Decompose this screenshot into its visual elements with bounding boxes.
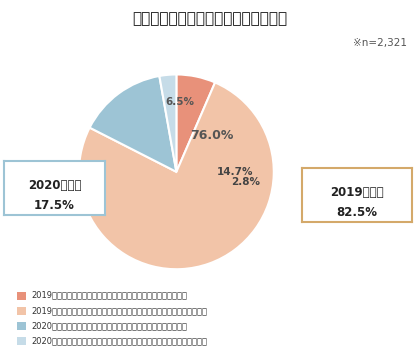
Text: 82.5%: 82.5% [336,206,378,219]
Wedge shape [89,76,176,172]
Text: 14.7%: 14.7% [217,167,253,177]
Text: 6.5%: 6.5% [166,97,195,107]
Text: 現在おもに使用している車の購入時期: 現在おもに使用している車の購入時期 [132,11,288,26]
Text: 2.8%: 2.8% [231,177,260,187]
Text: ※n=2,321: ※n=2,321 [353,38,407,48]
Text: 2020年以降（新型コロナウイルス感染拡大後）に初めて購入した: 2020年以降（新型コロナウイルス感染拡大後）に初めて購入した [32,321,187,330]
Text: 2020年以降（新型コロナウイルス感染拡大後）にほかの車から買い替えた: 2020年以降（新型コロナウイルス感染拡大後）にほかの車から買い替えた [32,336,207,345]
Text: 2019年以前: 2019年以前 [330,186,384,199]
Wedge shape [176,74,215,172]
Wedge shape [159,74,176,172]
Text: 2019年以前（新型コロナウイルス感染拡大前）に初めて購入した: 2019年以前（新型コロナウイルス感染拡大前）に初めて購入した [32,291,187,300]
Text: 2020年以降: 2020年以降 [28,179,81,192]
Wedge shape [79,82,274,269]
Text: 76.0%: 76.0% [190,129,234,142]
Text: 2019年以前（新型コロナウイルス感染拡大前）にほかの車から買い替えた: 2019年以前（新型コロナウイルス感染拡大前）にほかの車から買い替えた [32,306,207,315]
Text: 17.5%: 17.5% [34,199,75,212]
